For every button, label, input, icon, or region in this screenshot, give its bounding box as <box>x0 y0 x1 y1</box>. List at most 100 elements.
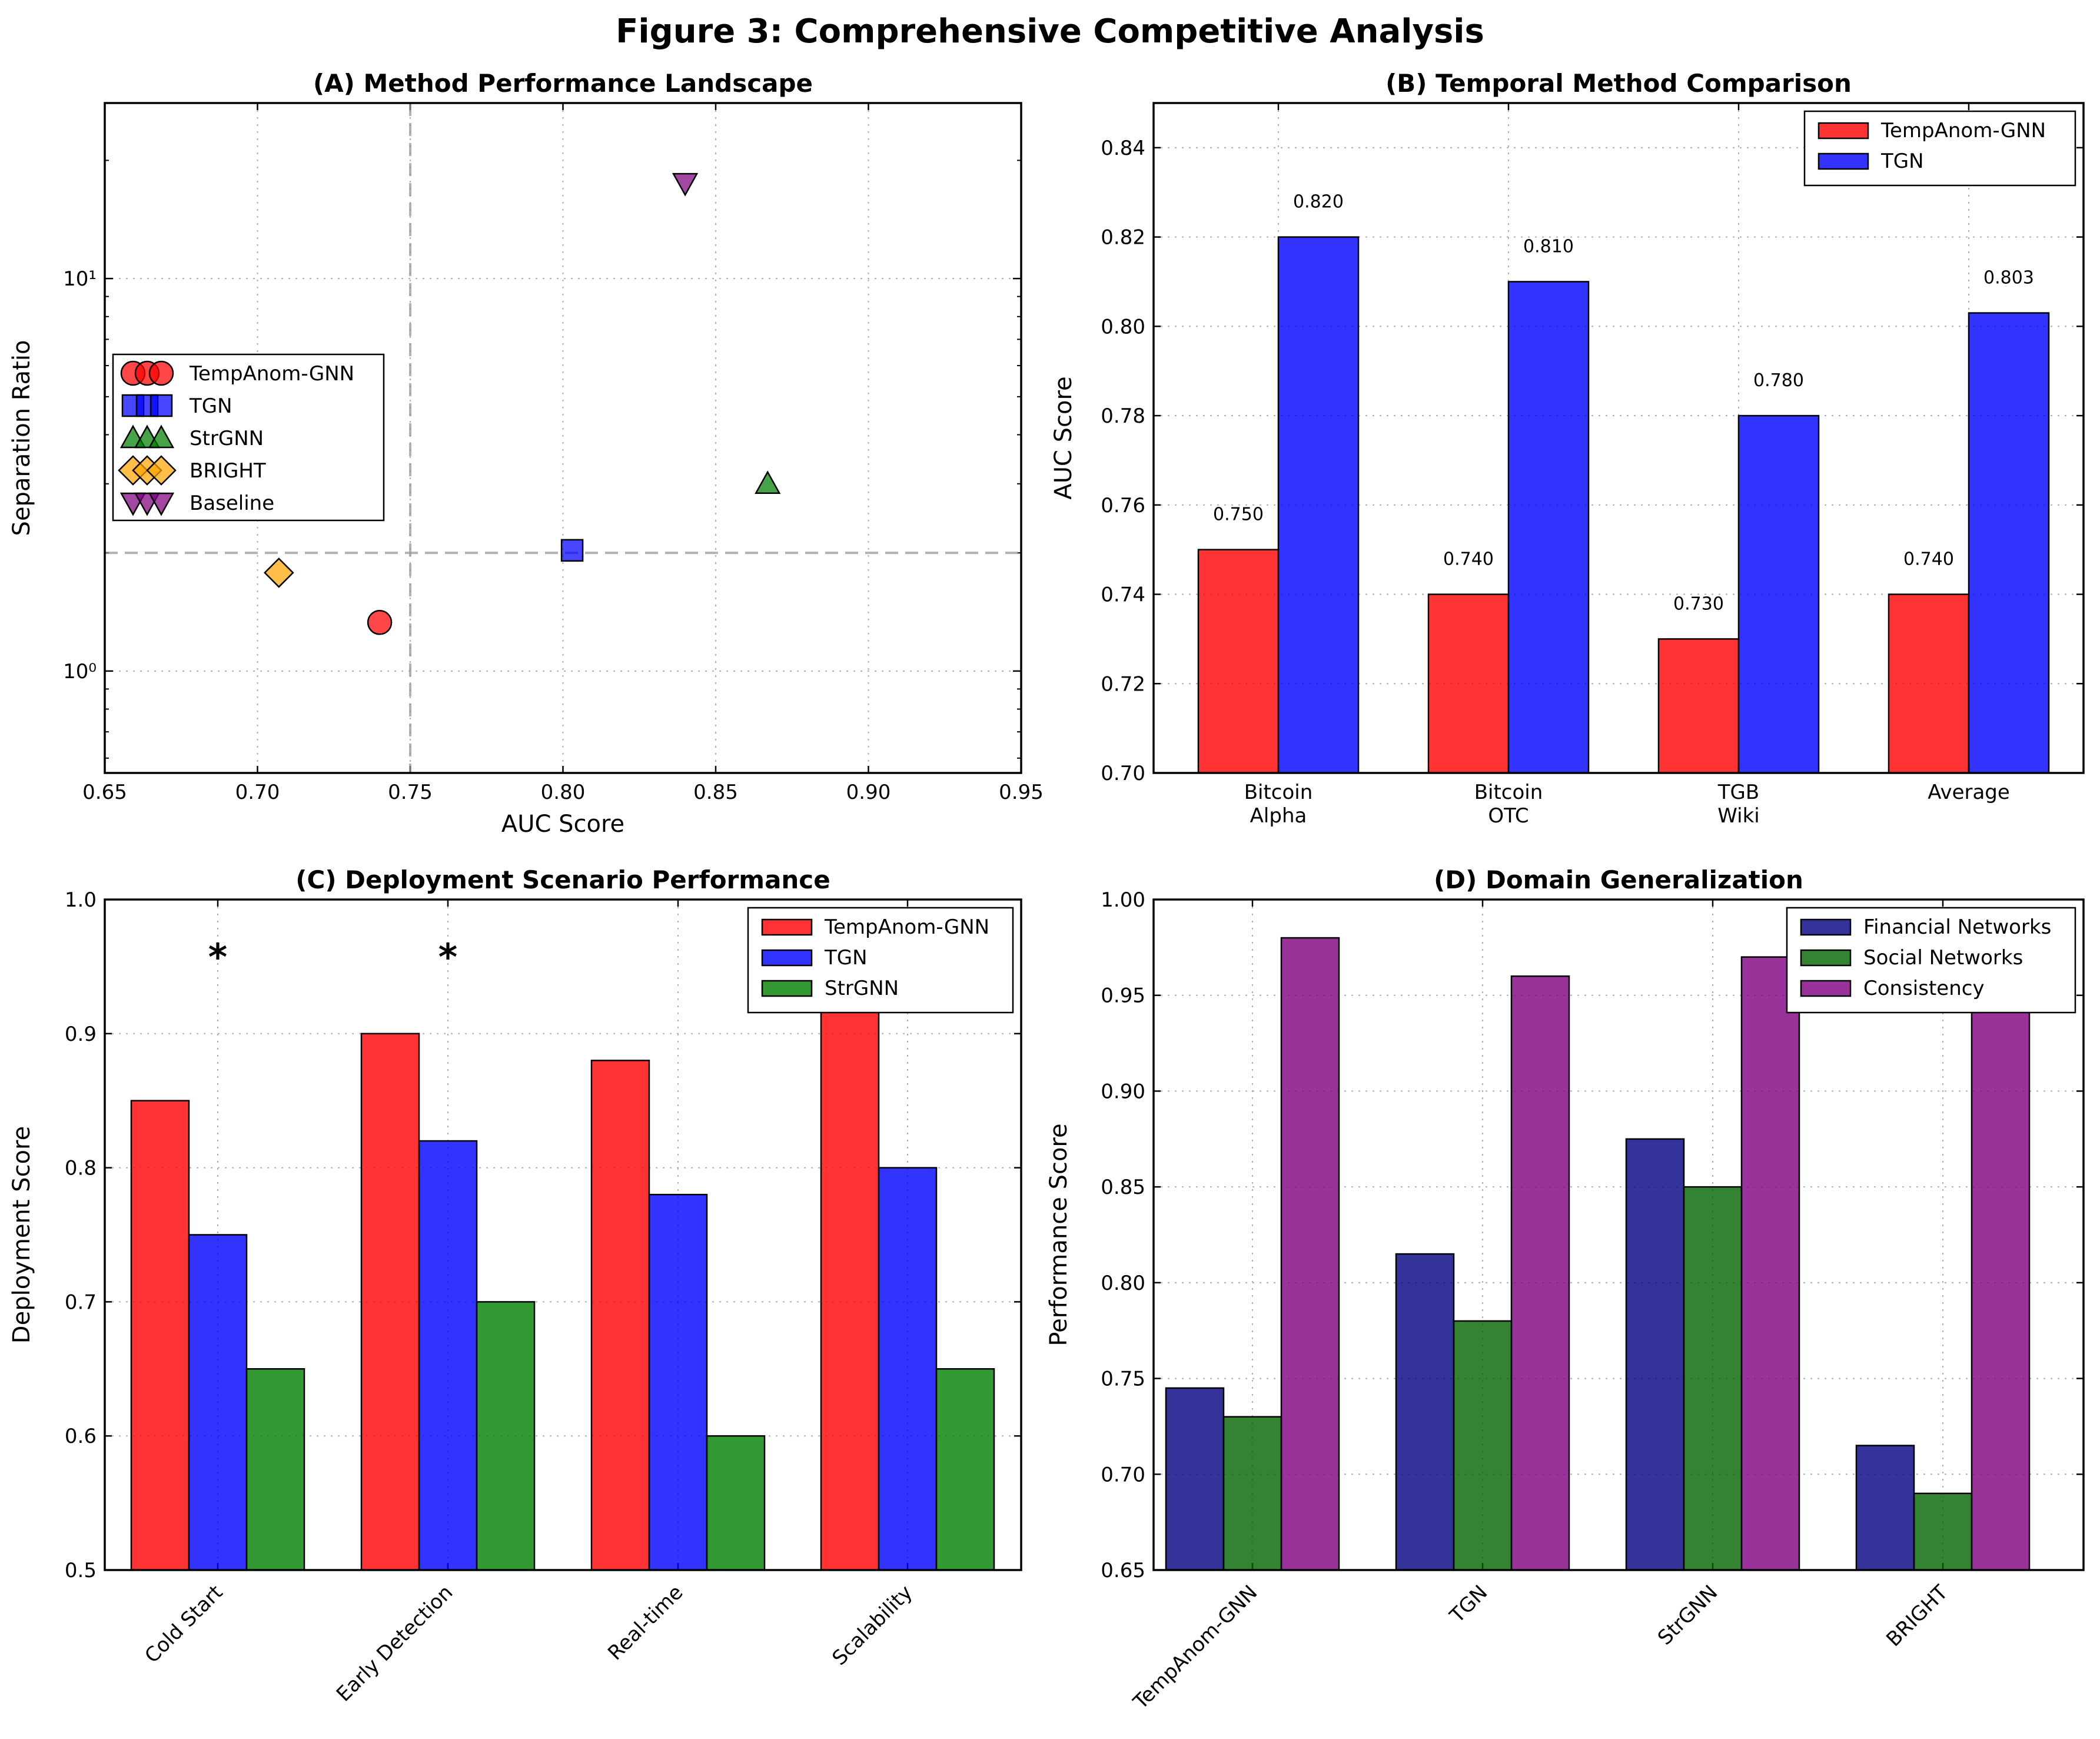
x-tick-label: TempAnom-GNN <box>1128 1581 1262 1714</box>
bar-tgn-1 <box>1507 281 1590 774</box>
bar-tempanom-gnn-3 <box>820 1005 880 1571</box>
x-tick-label: Real-time <box>603 1581 687 1665</box>
bar-tempanom-gnn-3 <box>1888 593 1970 774</box>
x-tick-label: Early Detection <box>332 1581 457 1706</box>
x-tick-label: TGB <box>1717 781 1759 804</box>
x-tick-label: 0.70 <box>235 781 280 804</box>
legend-entry: TempAnom-GNN <box>189 362 354 386</box>
legend-marker <box>148 424 175 449</box>
legend-entry: Financial Networks <box>1863 915 2051 939</box>
bar-tempanom-gnn-0 <box>1197 549 1280 774</box>
y-tick-label: 1.00 <box>1101 888 1145 912</box>
bar-social-networks-0 <box>1222 1416 1282 1571</box>
bar-social-networks-3 <box>1913 1492 1973 1571</box>
bar-tgn-0 <box>1277 236 1360 774</box>
y-tick-label: 0.80 <box>1101 1272 1145 1295</box>
bar-tempanom-gnn-1 <box>1427 593 1510 774</box>
plot-frame <box>104 898 1022 1571</box>
legend-entry: TempAnom-GNN <box>1880 119 2046 142</box>
x-tick-label: Average <box>1928 781 2010 804</box>
bar-tgn-1 <box>418 1140 478 1571</box>
figure-title: Figure 3: Comprehensive Competitive Anal… <box>616 12 1484 51</box>
y-tick-label: 0.65 <box>1101 1559 1145 1582</box>
legend-entry: Social Networks <box>1863 946 2023 970</box>
bar-social-networks-2 <box>1683 1186 1743 1571</box>
panel-b-temporal-bars: (B) Temporal Method Comparison 0.70 0.72 0.… <box>1050 69 2085 828</box>
legend-marker <box>149 394 173 417</box>
bar-strgnn-1 <box>476 1301 536 1571</box>
bar-tgn-2 <box>648 1193 708 1571</box>
bar-financial-networks-0 <box>1165 1387 1225 1571</box>
scatter-point-tgn <box>560 539 584 562</box>
legend-entry: Consistency <box>1863 977 1985 1000</box>
scatter-point-strgnn <box>755 470 781 495</box>
bar-tgn-0 <box>188 1234 248 1571</box>
legend-marker <box>146 455 177 486</box>
legend-entry: TempAnom-GNN <box>824 915 989 939</box>
x-tick-label: 0.85 <box>693 781 738 804</box>
bar-value-label: 0.803 <box>1983 268 2034 288</box>
x-tick-label: Wiki <box>1717 804 1759 828</box>
x-tick-label: 0.75 <box>388 781 433 804</box>
plot-frame <box>1152 102 2085 774</box>
x-tick-label: Alpha <box>1250 804 1307 828</box>
significance-marker: * <box>438 936 457 979</box>
y-tick-label: 0.7 <box>65 1290 97 1314</box>
y-axis-label: Separation Ratio <box>8 340 35 536</box>
bar-tempanom-gnn-2 <box>1657 638 1740 774</box>
legend-marker <box>148 492 175 516</box>
legend-entry: BRIGHT <box>190 459 266 483</box>
x-tick-label: Bitcoin <box>1474 781 1543 804</box>
bar-consistency-1 <box>1510 975 1570 1571</box>
legend-swatch <box>761 980 813 997</box>
bar-strgnn-2 <box>706 1435 766 1571</box>
y-tick-label: 0.84 <box>1101 137 1145 160</box>
bar-consistency-2 <box>1740 956 1800 1571</box>
legend-entry: StrGNN <box>825 977 899 1000</box>
legend-entry: TGN <box>824 946 868 970</box>
bar-value-label: 0.740 <box>1443 549 1494 570</box>
panel-title: (D) Domain Generalization <box>1434 865 1803 894</box>
x-tick-label: Bitcoin <box>1244 781 1313 804</box>
y-tick-label: 0.6 <box>65 1425 97 1448</box>
bar-value-label: 0.820 <box>1293 192 1344 213</box>
y-tick-label: 0.70 <box>1101 1463 1145 1486</box>
panel-title: (A) Method Performance Landscape <box>313 69 813 98</box>
bar-value-label: 0.740 <box>1903 549 1954 570</box>
bar-strgnn-3 <box>935 1368 995 1571</box>
x-tick-label: 0.95 <box>999 781 1044 804</box>
plot-frame <box>1152 898 2085 1571</box>
legend-entry: StrGNN <box>190 427 264 450</box>
y-axis-label: AUC Score <box>1050 376 1077 499</box>
x-tick-label: TGN <box>1445 1581 1492 1628</box>
bar-tgn-2 <box>1737 414 1820 774</box>
y-tick-label: 0.95 <box>1101 984 1145 1008</box>
panel-title: (B) Temporal Method Comparison <box>1385 69 1852 98</box>
bar-consistency-0 <box>1280 937 1340 1571</box>
legend-swatch <box>761 918 813 936</box>
bar-consistency-3 <box>1971 994 2031 1571</box>
panel-d-domain-bars: (D) Domain Generalization 0.65 0.70 0.75 0.8… <box>1045 865 2085 1714</box>
bar-value-label: 0.730 <box>1673 593 1724 614</box>
y-tick-label: 10⁰ <box>63 660 97 683</box>
bar-financial-networks-2 <box>1625 1138 1685 1571</box>
y-tick-label: 0.90 <box>1101 1080 1145 1103</box>
legend-swatch <box>1817 122 1869 140</box>
y-tick-label: 0.70 <box>1101 762 1145 785</box>
bar-value-label: 0.780 <box>1753 370 1804 391</box>
scatter-point-bright <box>264 557 294 588</box>
legend-swatch <box>1800 918 1852 936</box>
x-tick-label: Cold Start <box>140 1581 227 1668</box>
panel-a-scatter: (A) Method Performance Landscape 0.65 0.70… <box>8 69 1044 838</box>
legend-entry: TGN <box>189 394 232 418</box>
bar-financial-networks-3 <box>1855 1445 1915 1571</box>
panel-title: (C) Deployment Scenario Performance <box>295 865 830 894</box>
legend-swatch <box>1800 980 1852 997</box>
y-tick-label: 10¹ <box>63 267 97 291</box>
bar-tgn-3 <box>878 1167 938 1571</box>
x-tick-label: StrGNN <box>1653 1581 1722 1650</box>
x-axis-label: AUC Score <box>501 811 624 838</box>
scatter-point-baseline <box>672 172 699 197</box>
y-tick-label: 0.78 <box>1101 404 1145 428</box>
